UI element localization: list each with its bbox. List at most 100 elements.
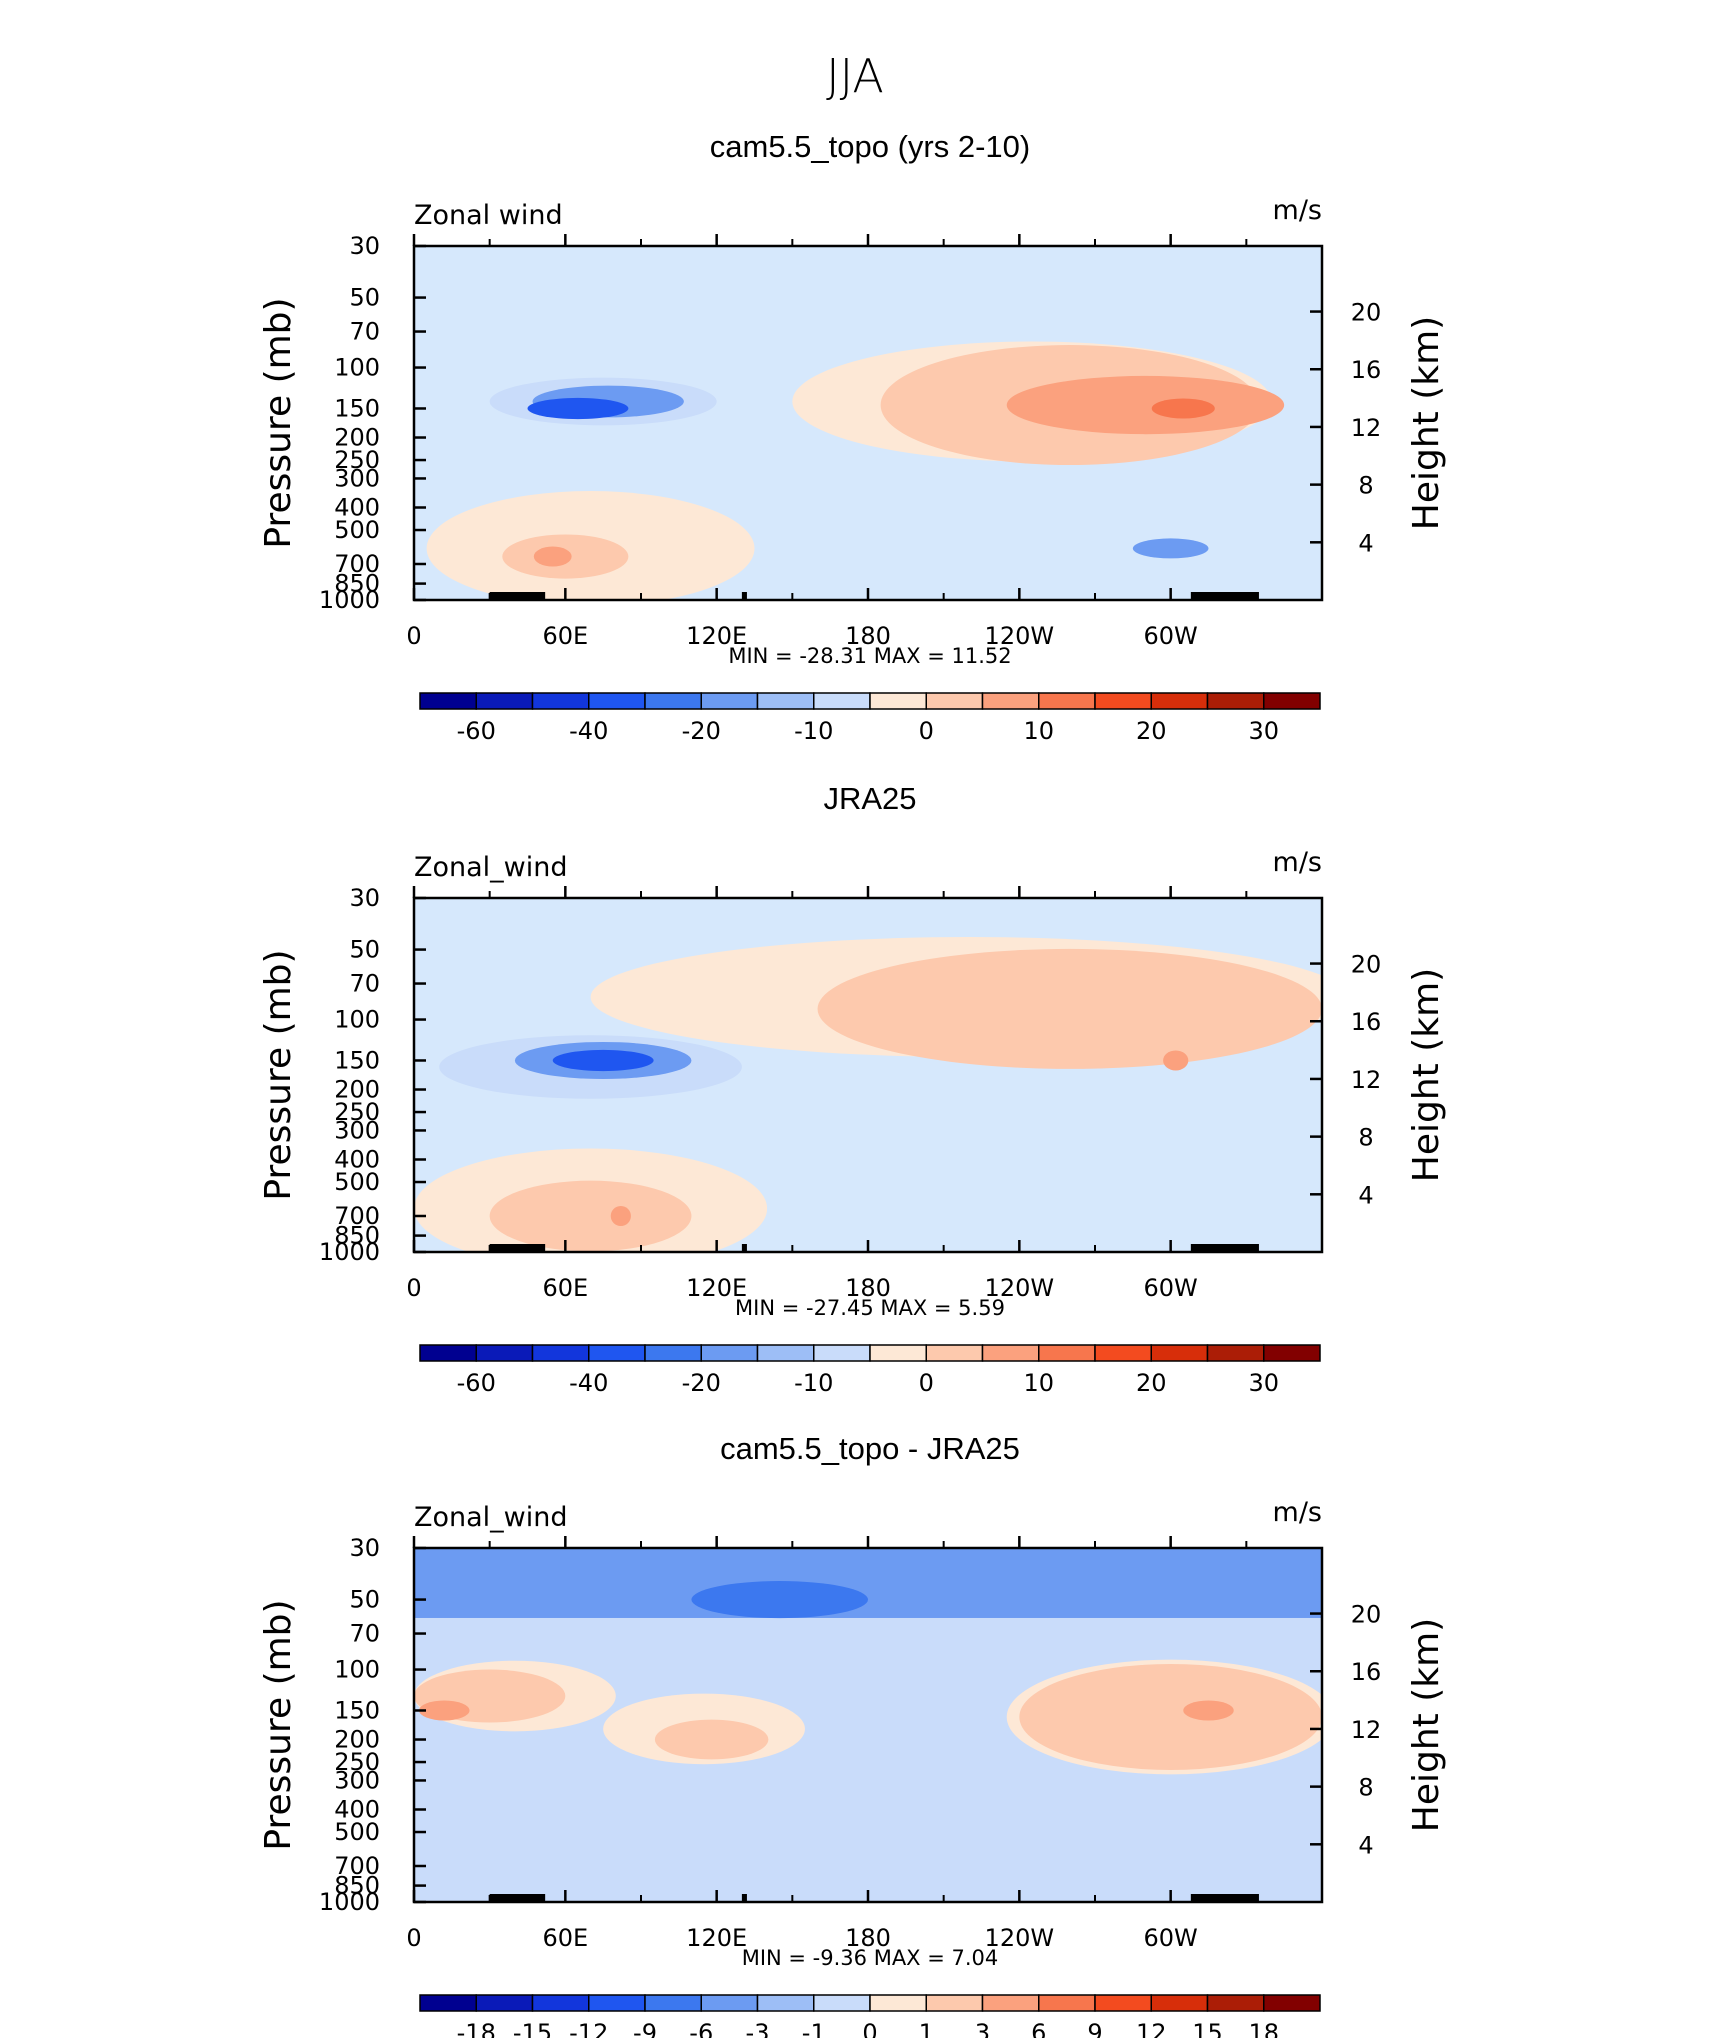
y2-tick-label: 4 bbox=[1358, 1181, 1373, 1209]
colorbar-box bbox=[1038, 1344, 1096, 1362]
colorbar-tick-label: 20 bbox=[1136, 717, 1167, 745]
y2-axis-label: Height (km) bbox=[1406, 968, 1447, 1182]
y-tick-label: 30 bbox=[349, 884, 380, 912]
y-tick-label: 400 bbox=[334, 493, 380, 521]
y-tick-label: 300 bbox=[334, 464, 380, 492]
colorbar-box bbox=[588, 1344, 646, 1362]
contour-region bbox=[552, 1049, 654, 1072]
contour-region bbox=[1183, 1700, 1234, 1721]
y-tick-label: 30 bbox=[349, 232, 380, 260]
colorbar-box bbox=[813, 1344, 871, 1362]
y-tick-label: 200 bbox=[334, 424, 380, 452]
topography-mask bbox=[535, 592, 546, 600]
topography-mask bbox=[741, 592, 747, 600]
y-tick-label: 300 bbox=[334, 1116, 380, 1144]
colorbar-box bbox=[475, 692, 534, 710]
colorbar-tick-label: 12 bbox=[1136, 2019, 1167, 2038]
x-tick-label: 120W bbox=[985, 1924, 1055, 1952]
y-tick-label: 1000 bbox=[319, 1888, 380, 1916]
colorbar-box bbox=[700, 692, 759, 710]
variable-label: Zonal_wind bbox=[414, 852, 568, 883]
colorbar-tick-label: 1 bbox=[919, 2019, 934, 2038]
colorbar-box bbox=[981, 692, 1040, 710]
colorbar-box bbox=[531, 692, 590, 710]
y-tick-label: 850 bbox=[334, 1222, 380, 1250]
y-tick-label: 150 bbox=[334, 394, 380, 422]
colorbar-tick-label: 18 bbox=[1248, 2019, 1279, 2038]
topography-mask bbox=[535, 1894, 546, 1902]
x-tick-label: 180 bbox=[845, 1924, 891, 1952]
contour-region bbox=[1163, 1050, 1189, 1071]
y-tick-label: 250 bbox=[334, 1748, 380, 1776]
colorbar-box bbox=[700, 1994, 759, 2012]
y-tick-label: 250 bbox=[334, 446, 380, 474]
topography-mask bbox=[741, 1894, 747, 1902]
min-max-stats: MIN = -9.36 MAX = 7.04 bbox=[742, 1946, 999, 1970]
x-tick-label: 60W bbox=[1144, 1924, 1198, 1952]
colorbar-tick-label: -20 bbox=[682, 717, 721, 745]
y2-tick-label: 12 bbox=[1351, 1066, 1382, 1094]
y2-tick-label: 20 bbox=[1351, 299, 1382, 327]
colorbar-tick-label: 30 bbox=[1248, 1369, 1279, 1397]
colorbar-box bbox=[1150, 1344, 1209, 1362]
colorbar-tick-label: -6 bbox=[689, 2019, 713, 2038]
y-axis-label: Pressure (mb) bbox=[258, 297, 299, 548]
y2-tick-label: 8 bbox=[1358, 472, 1373, 500]
x-tick-label: 0 bbox=[406, 1274, 421, 1302]
colorbar-tick-label: -10 bbox=[794, 717, 833, 745]
contour-region bbox=[533, 546, 572, 567]
x-tick-label: 60W bbox=[1144, 1274, 1198, 1302]
contour-field bbox=[414, 246, 1322, 600]
x-tick-label: 60E bbox=[542, 1274, 588, 1302]
colorbar-box bbox=[700, 1344, 759, 1362]
topography-mask bbox=[489, 592, 541, 600]
contour-region bbox=[1019, 1664, 1322, 1770]
topography-mask bbox=[1190, 1894, 1259, 1902]
colorbar-box bbox=[981, 1344, 1040, 1362]
colorbar-box bbox=[644, 1994, 702, 2012]
variable-label: Zonal_wind bbox=[414, 1502, 568, 1533]
y-tick-label: 70 bbox=[349, 970, 380, 998]
colorbar-tick-label: 15 bbox=[1192, 2019, 1223, 2038]
page-title: JJA bbox=[826, 49, 884, 103]
colorbar-box bbox=[1038, 1994, 1096, 2012]
x-tick-label: 180 bbox=[845, 622, 891, 650]
contour-band bbox=[414, 1548, 1322, 1618]
colorbar-box bbox=[869, 1994, 927, 2012]
colorbar-tick-label: -60 bbox=[457, 1369, 496, 1397]
topography-mask bbox=[489, 1894, 541, 1902]
x-tick-label: 120E bbox=[686, 1924, 747, 1952]
colorbar-box bbox=[1263, 1994, 1321, 2012]
units-label: m/s bbox=[1273, 847, 1322, 878]
contour-region bbox=[691, 1581, 868, 1619]
y-tick-label: 100 bbox=[334, 1656, 380, 1684]
colorbar-tick-label: 6 bbox=[1031, 2019, 1046, 2038]
colorbar-box bbox=[531, 1344, 590, 1362]
x-tick-label: 0 bbox=[406, 1924, 421, 1952]
contour-region bbox=[1006, 375, 1285, 435]
topography-mask bbox=[1190, 1244, 1259, 1252]
y-tick-label: 250 bbox=[334, 1098, 380, 1126]
contour-region bbox=[1132, 538, 1209, 559]
colorbar-box bbox=[1206, 1344, 1265, 1362]
y2-tick-label: 16 bbox=[1351, 356, 1382, 384]
contour-field bbox=[414, 1548, 1322, 1902]
colorbar-box bbox=[1263, 692, 1321, 710]
y-tick-label: 100 bbox=[334, 354, 380, 382]
y2-tick-label: 12 bbox=[1351, 1716, 1382, 1744]
topography-mask bbox=[535, 1244, 546, 1252]
colorbar-box bbox=[1038, 692, 1096, 710]
colorbar-box bbox=[1094, 692, 1152, 710]
colorbar-box bbox=[756, 1994, 815, 2012]
x-tick-label: 120W bbox=[985, 1274, 1055, 1302]
y2-tick-label: 20 bbox=[1351, 951, 1382, 979]
y-tick-label: 50 bbox=[349, 1586, 380, 1614]
y-tick-label: 70 bbox=[349, 1620, 380, 1648]
x-tick-label: 60E bbox=[542, 1924, 588, 1952]
contour-region bbox=[610, 1205, 631, 1226]
y2-tick-label: 8 bbox=[1358, 1124, 1373, 1152]
chart-panel-3: cam5.5_topo - JRA25 Zonal_wind m/s 0 60E 120E… bbox=[258, 1431, 1447, 2038]
panel-title: cam5.5_topo - JRA25 bbox=[720, 1431, 1020, 1466]
colorbar-box bbox=[981, 1994, 1040, 2012]
y2-axis-label: Height (km) bbox=[1406, 1618, 1447, 1832]
